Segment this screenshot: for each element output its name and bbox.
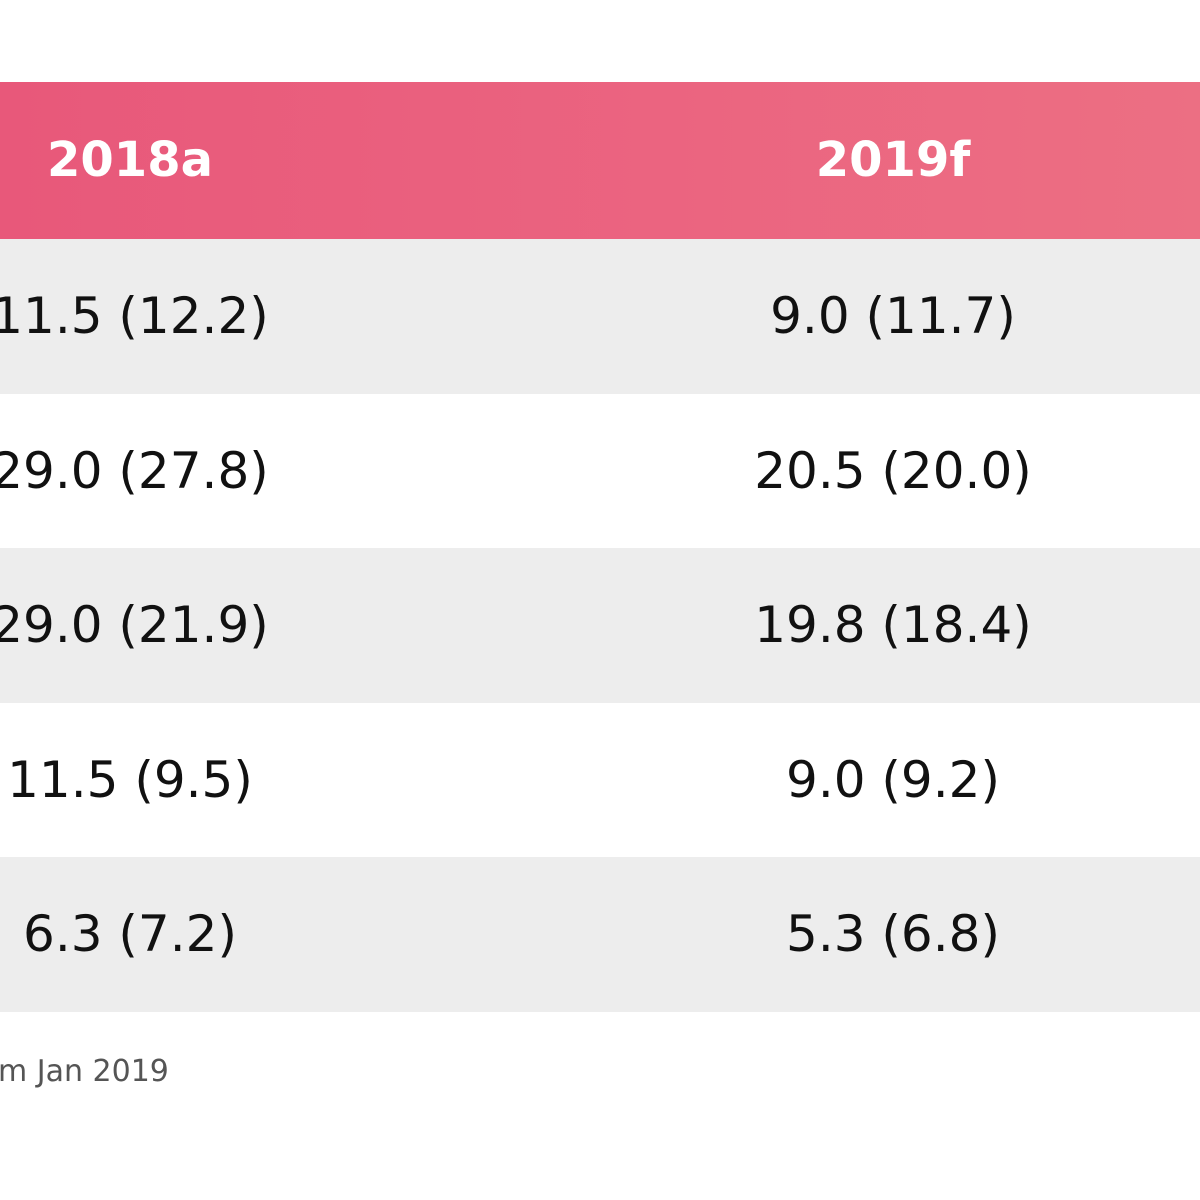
- cell-2019f: 20.5 (20.0): [754, 441, 1032, 500]
- table-row: 29.0 (21.9) 19.8 (18.4): [0, 548, 1200, 703]
- table-row: 6.3 (7.2) 5.3 (6.8): [0, 857, 1200, 1012]
- cell-2018a: 11.5 (9.5): [7, 750, 253, 809]
- header-2018a: 2018a: [47, 132, 213, 188]
- forecast-table: 2018a 2019f 11.5 (12.2) 9.0 (11.7) 29.0 …: [0, 82, 1200, 1012]
- cell-2019f: 9.0 (11.7): [770, 287, 1016, 345]
- table-header-row: 2018a 2019f: [0, 82, 1200, 239]
- table-row: 11.5 (12.2) 9.0 (11.7): [0, 239, 1200, 394]
- cell-2018a: 6.3 (7.2): [23, 905, 237, 963]
- cell-2018a: 11.5 (12.2): [0, 287, 269, 345]
- table-row: 11.5 (9.5) 9.0 (9.2): [0, 702, 1200, 857]
- cell-2018a: 29.0 (27.8): [0, 441, 269, 500]
- cell-2018a: 29.0 (21.9): [0, 596, 269, 654]
- header-2019f: 2019f: [815, 132, 971, 188]
- cell-2019f: 5.3 (6.8): [786, 905, 1000, 963]
- table-row: 29.0 (27.8) 20.5 (20.0): [0, 393, 1200, 548]
- cell-2019f: 9.0 (9.2): [786, 750, 1000, 809]
- cell-2019f: 19.8 (18.4): [754, 596, 1032, 654]
- source-footnote: m Jan 2019: [0, 1054, 169, 1089]
